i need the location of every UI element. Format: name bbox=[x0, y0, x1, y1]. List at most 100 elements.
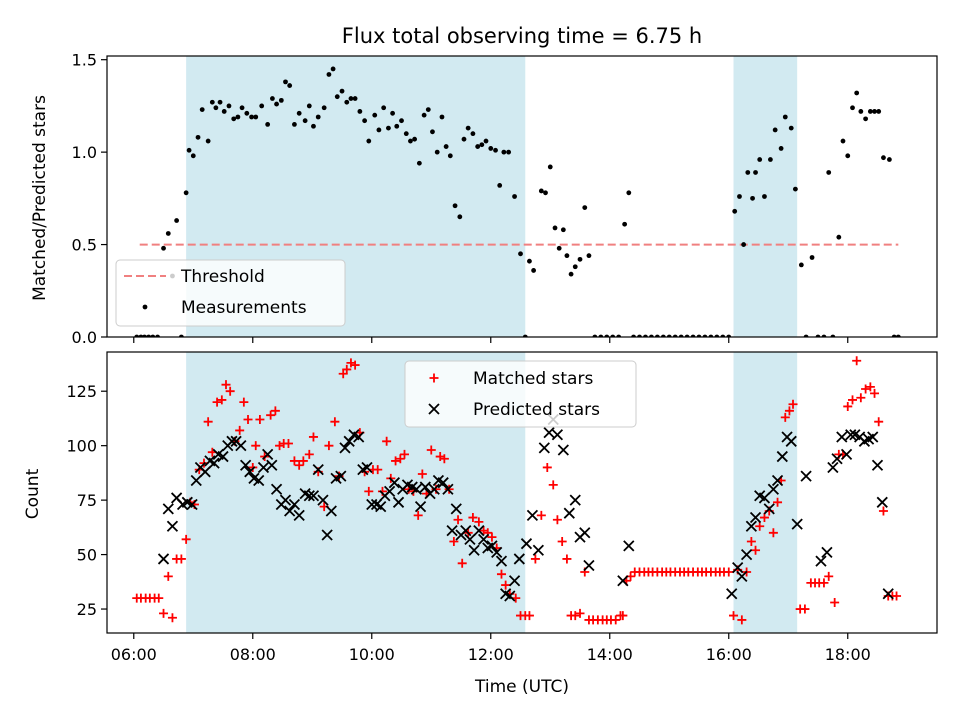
measurement-point bbox=[362, 118, 368, 124]
predicted-point bbox=[473, 524, 485, 537]
measurement-point bbox=[876, 109, 882, 114]
predicted-point bbox=[361, 461, 373, 474]
measurement-point bbox=[386, 125, 391, 131]
measurement-point bbox=[352, 96, 358, 101]
measurement-point bbox=[475, 144, 481, 149]
measurement-point bbox=[390, 110, 395, 116]
predicted-point bbox=[871, 459, 884, 471]
bottom-y-tick-label: 100 bbox=[66, 437, 97, 456]
predicted-point bbox=[827, 461, 839, 474]
predicted-point bbox=[450, 503, 462, 515]
matched-point bbox=[468, 513, 478, 523]
top-legend-box bbox=[115, 259, 346, 327]
measurement-point bbox=[292, 122, 297, 127]
measurement-point bbox=[253, 114, 259, 120]
matched-point bbox=[304, 449, 314, 459]
measurement-point bbox=[287, 83, 293, 88]
measurement-point bbox=[850, 105, 855, 111]
measurement-point bbox=[845, 153, 851, 159]
x-tick-label: 14:00 bbox=[587, 645, 633, 664]
predicted-point bbox=[486, 540, 498, 552]
predicted-point bbox=[419, 481, 431, 493]
measurement-point bbox=[568, 271, 574, 277]
x-tick-label: 12:00 bbox=[468, 645, 514, 664]
matched-point bbox=[746, 537, 756, 547]
predicted-point bbox=[293, 509, 305, 522]
measurement-point bbox=[465, 125, 471, 131]
predicted-point bbox=[617, 575, 629, 587]
measurement-point bbox=[737, 194, 742, 199]
bottom-y-tick-label: 50 bbox=[77, 546, 97, 565]
matched-point bbox=[536, 510, 546, 520]
measurement-point bbox=[235, 114, 241, 120]
legend-measurements-label: Measurements bbox=[181, 298, 307, 318]
bottom-legend: Matched stars Predicted stars bbox=[404, 360, 637, 428]
matched-point bbox=[399, 449, 409, 459]
predicted-point bbox=[532, 544, 544, 556]
x-tick-label: 08:00 bbox=[230, 645, 276, 664]
chart-title: Flux total observing time = 6.75 h bbox=[342, 24, 702, 48]
matched-point bbox=[364, 486, 374, 496]
measurement-point bbox=[302, 118, 308, 124]
measurement-point bbox=[461, 136, 467, 142]
matched-point bbox=[212, 397, 222, 407]
top-y-axis-label: Matched/Predicted stars bbox=[30, 95, 50, 301]
measurement-point bbox=[547, 164, 553, 170]
measurement-point bbox=[334, 94, 340, 100]
predicted-point bbox=[821, 546, 833, 559]
matched-point bbox=[865, 382, 875, 392]
measurement-point bbox=[772, 127, 778, 133]
measurement-point bbox=[278, 97, 284, 103]
measurement-point bbox=[205, 138, 211, 144]
matched-point bbox=[487, 532, 497, 542]
measurement-point bbox=[209, 99, 215, 105]
matched-point bbox=[167, 613, 177, 623]
measurement-point bbox=[556, 245, 562, 251]
matched-point bbox=[501, 580, 511, 590]
measurement-point bbox=[315, 114, 321, 120]
predicted-point bbox=[745, 520, 758, 532]
legend-threshold-label: Threshold bbox=[180, 267, 265, 287]
predicted-point bbox=[840, 448, 853, 461]
matched-point bbox=[413, 510, 423, 520]
matched-point bbox=[755, 521, 765, 531]
bottom-shaded-interval-1 bbox=[733, 352, 798, 633]
top-axes-frame bbox=[106, 55, 938, 338]
matched-point bbox=[570, 611, 580, 621]
measurement-point bbox=[753, 170, 758, 175]
measurement-point bbox=[239, 105, 245, 111]
measurement-point bbox=[483, 138, 489, 144]
predicted-point bbox=[244, 466, 256, 478]
top-plot-area: 0.0 0.5 1.0 1.5 Threshold Measurements bbox=[72, 51, 938, 347]
predicted-point bbox=[414, 501, 427, 513]
predicted-point bbox=[771, 474, 784, 487]
predicted-point bbox=[726, 588, 738, 600]
measurement-point bbox=[497, 183, 503, 188]
predicted-point bbox=[563, 507, 575, 519]
predicted-point bbox=[392, 496, 405, 508]
predicted-point bbox=[428, 483, 440, 495]
matched-point bbox=[382, 436, 392, 446]
matched-point bbox=[848, 395, 858, 405]
predicted-point bbox=[882, 588, 894, 600]
matched-point bbox=[373, 465, 383, 475]
measurement-point bbox=[221, 109, 227, 114]
x-tick-label: 16:00 bbox=[706, 645, 752, 664]
matched-point bbox=[856, 393, 866, 403]
x-tick-label: 10:00 bbox=[349, 645, 395, 664]
matched-point bbox=[524, 611, 534, 621]
measurement-point bbox=[186, 147, 192, 153]
matched-point bbox=[788, 399, 798, 409]
predicted-point bbox=[740, 548, 753, 561]
measurement-point bbox=[249, 114, 254, 120]
measurement-point bbox=[577, 256, 583, 262]
measurement-point bbox=[452, 203, 458, 209]
predicted-point bbox=[800, 470, 812, 482]
predicted-point bbox=[763, 503, 775, 515]
legend-predicted-swatch bbox=[428, 403, 440, 415]
predicted-point bbox=[388, 477, 401, 489]
matched-point bbox=[852, 356, 862, 366]
measurement-point bbox=[582, 205, 588, 210]
measurement-point bbox=[586, 253, 592, 259]
